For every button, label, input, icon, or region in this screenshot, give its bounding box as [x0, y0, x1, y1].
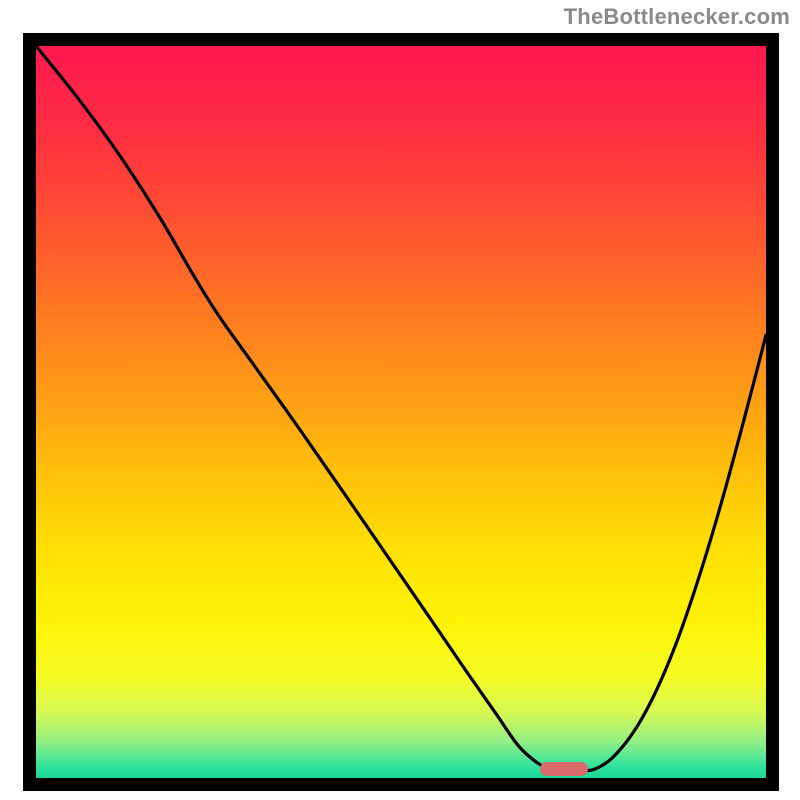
- watermark-text: TheBottlenecker.com: [564, 4, 790, 30]
- container: { "canvas": { "width": 800, "height": 80…: [0, 0, 800, 800]
- optimal-marker: [540, 762, 588, 776]
- plot-area: [36, 46, 766, 778]
- bottleneck-curve: [36, 46, 766, 778]
- curve-path: [36, 46, 766, 771]
- plot-frame-border: [23, 33, 779, 791]
